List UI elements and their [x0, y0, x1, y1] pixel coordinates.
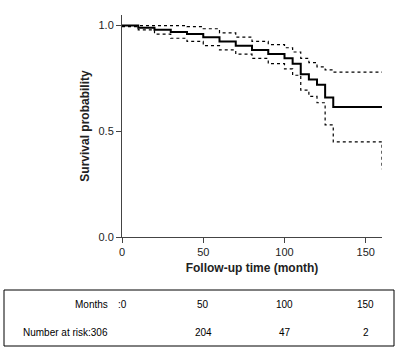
svg-text:100: 100: [276, 299, 293, 310]
svg-text:150: 150: [357, 246, 375, 258]
svg-text:Months: Months: [75, 299, 108, 310]
svg-text:150: 150: [357, 299, 374, 310]
svg-text:47: 47: [279, 327, 291, 338]
svg-text:0.5: 0.5: [99, 125, 114, 137]
svg-text:0: 0: [119, 246, 125, 258]
svg-text:2: 2: [363, 327, 369, 338]
svg-text:0.0: 0.0: [99, 231, 114, 243]
svg-text:Survival probability: Survival probability: [78, 70, 92, 182]
svg-text:50: 50: [197, 246, 209, 258]
svg-text:100: 100: [275, 246, 293, 258]
svg-text:50: 50: [197, 299, 209, 310]
svg-text:1.0: 1.0: [99, 19, 114, 31]
svg-text:Follow-up time (month): Follow-up time (month): [186, 261, 319, 275]
svg-text:204: 204: [195, 327, 212, 338]
svg-text::0: :0: [118, 299, 127, 310]
svg-text:Number at risk:306: Number at risk:306: [23, 327, 108, 338]
